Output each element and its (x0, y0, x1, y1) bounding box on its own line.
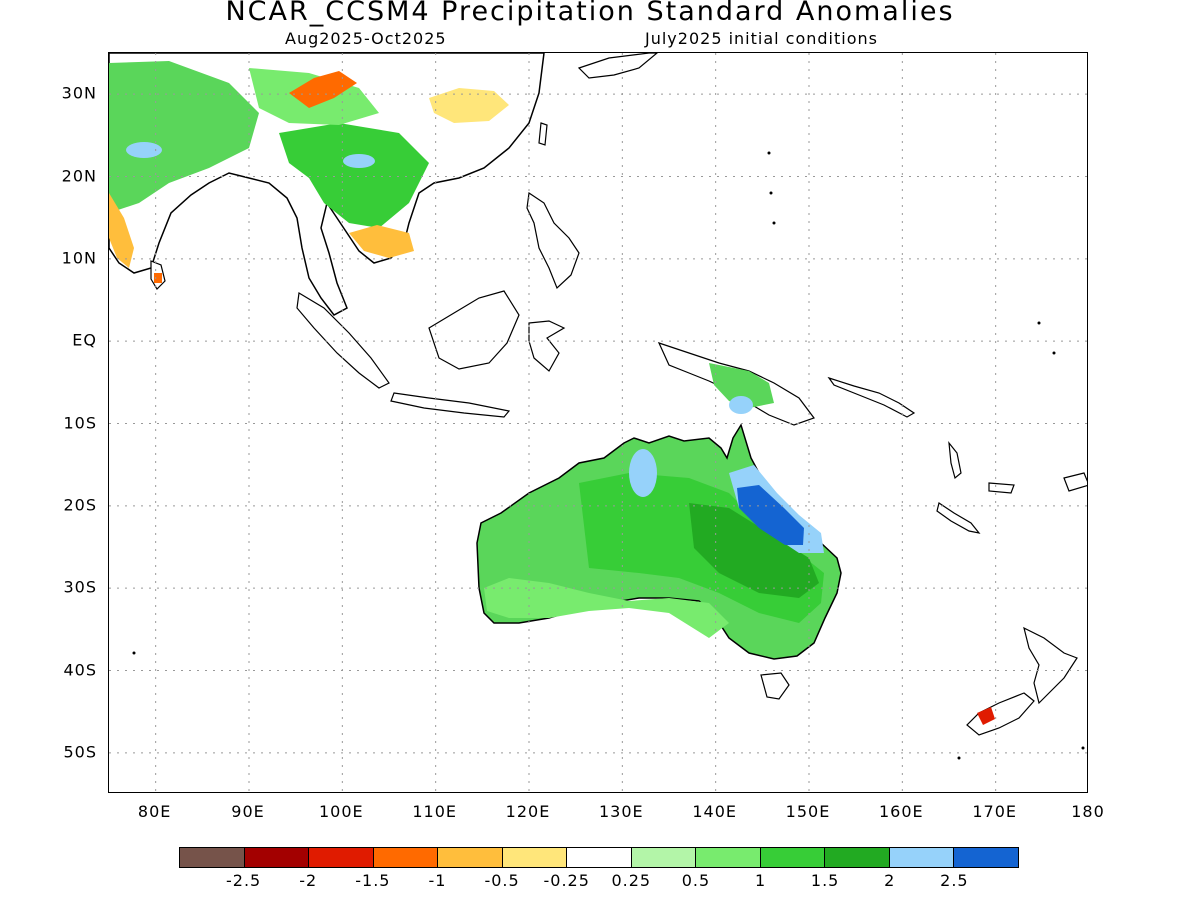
pacific-islet (1052, 351, 1056, 355)
legend-tick-label: -1.5 (355, 871, 391, 890)
legend-swatch (180, 848, 245, 867)
lon-tick-label: 180 (1071, 802, 1105, 821)
legend-swatch (244, 848, 310, 867)
map-canvas (109, 53, 1087, 792)
lon-tick-label: 120E (505, 802, 551, 821)
asia-anomaly-green-indochina (279, 123, 429, 228)
lon-tick-label: 140E (692, 802, 737, 821)
legend-swatch (631, 848, 697, 867)
lon-tick-label: 130E (599, 802, 644, 821)
solomon-islands (827, 376, 916, 418)
lat-tick-label: 30N (61, 83, 97, 103)
legend-tick-label: 2.5 (940, 871, 969, 890)
asia-anomaly-yellow-china (429, 88, 509, 123)
initial-conditions: July2025 initial conditions (645, 29, 878, 48)
lat-tick-label: 30S (63, 577, 97, 597)
map-title: NCAR_CCSM4 Precipitation Standard Anomal… (225, 0, 955, 27)
india-anomaly-orange-coast (109, 193, 134, 268)
new-zealand-anomaly-red (977, 707, 995, 725)
asia-anomaly-green-west (109, 61, 259, 213)
legend-swatch (438, 848, 503, 867)
pacific-islet (767, 151, 771, 155)
legend-swatch (696, 848, 761, 867)
tasmania-landmass (760, 672, 790, 700)
legend-swatch (825, 848, 890, 867)
lon-tick-label: 170E (972, 802, 1017, 821)
australia-anomaly-dark (689, 503, 819, 598)
sumatra-landmass (296, 292, 390, 389)
legend-swatch (760, 848, 826, 867)
legend-tick-label: 0.25 (611, 871, 652, 890)
australia-anomaly-light-blue-north (629, 449, 657, 497)
philippines-landmass (526, 191, 580, 290)
legend-tick-label: 1 (754, 871, 767, 890)
queensland-anomaly-blue (737, 485, 804, 545)
legend-tick-label: -2.5 (226, 871, 262, 890)
legend-tick-label: -2 (299, 871, 318, 890)
vanuatu-fiji-islands (948, 441, 1087, 494)
taiwan-landmass (538, 122, 548, 146)
lat-tick-label: 20S (63, 495, 97, 515)
lat-tick-label: 10S (63, 413, 97, 432)
lat-tick-label: 20N (61, 166, 97, 185)
lon-tick-label: 80E (137, 802, 172, 821)
pacific-islet (957, 756, 961, 760)
asia-anomaly-orange-tibet (289, 71, 357, 108)
borneo-landmass (428, 290, 520, 370)
pacific-islet (769, 191, 773, 195)
legend-swatch (502, 848, 568, 867)
forecast-period: Aug2025-Oct2025 (285, 29, 447, 48)
legend-tick-label: -0.5 (484, 871, 520, 890)
indochina-anomaly-orange (349, 225, 414, 258)
lon-tick-label: 110E (412, 802, 457, 821)
lon-tick-label: 100E (319, 802, 364, 821)
lat-tick-label: 40S (63, 660, 97, 679)
legend-tick-label: -0.25 (543, 871, 590, 890)
legend-swatch (567, 848, 632, 867)
lat-tick-label: 50S (63, 742, 97, 762)
sulawesi-landmass (528, 320, 566, 372)
lon-tick-label: 150E (785, 802, 831, 821)
new-guinea-anomaly-green (709, 363, 774, 408)
legend-swatch (889, 848, 955, 867)
new-zealand-south-island (966, 692, 1035, 736)
legend-tick-label: -1 (428, 871, 447, 890)
new-caledonia (936, 502, 981, 534)
legend-tick-label: 1.5 (810, 871, 840, 890)
new-zealand-north-island (1023, 626, 1078, 705)
pacific-islet (1037, 321, 1041, 325)
japan-landmass (577, 53, 658, 79)
java-landmass (390, 392, 511, 418)
pacific-islet (132, 651, 136, 655)
lat-tick-label: EQ (72, 330, 97, 350)
pacific-islet (772, 221, 776, 225)
color-legend-bar (179, 847, 1019, 868)
graticule (109, 53, 1087, 792)
legend-tick-label: 0.5 (681, 871, 711, 890)
lon-tick-label: 90E (231, 802, 265, 821)
india-anomaly-light-blue (126, 142, 162, 158)
australia-anomaly-light (484, 578, 729, 638)
legend-swatch (954, 848, 1018, 867)
pacific-islet (1081, 746, 1085, 750)
myanmar-anomaly-light-blue (343, 154, 375, 168)
lat-tick-label: 10N (61, 248, 97, 268)
legend-swatch (373, 848, 439, 867)
lon-tick-label: 160E (879, 802, 924, 821)
legend-tick-label: 2 (884, 871, 896, 890)
new-guinea-anomaly-blue (729, 396, 753, 414)
map-panel (108, 52, 1088, 793)
legend-swatch (309, 848, 374, 867)
sri-lanka-anomaly-orange (154, 273, 162, 283)
